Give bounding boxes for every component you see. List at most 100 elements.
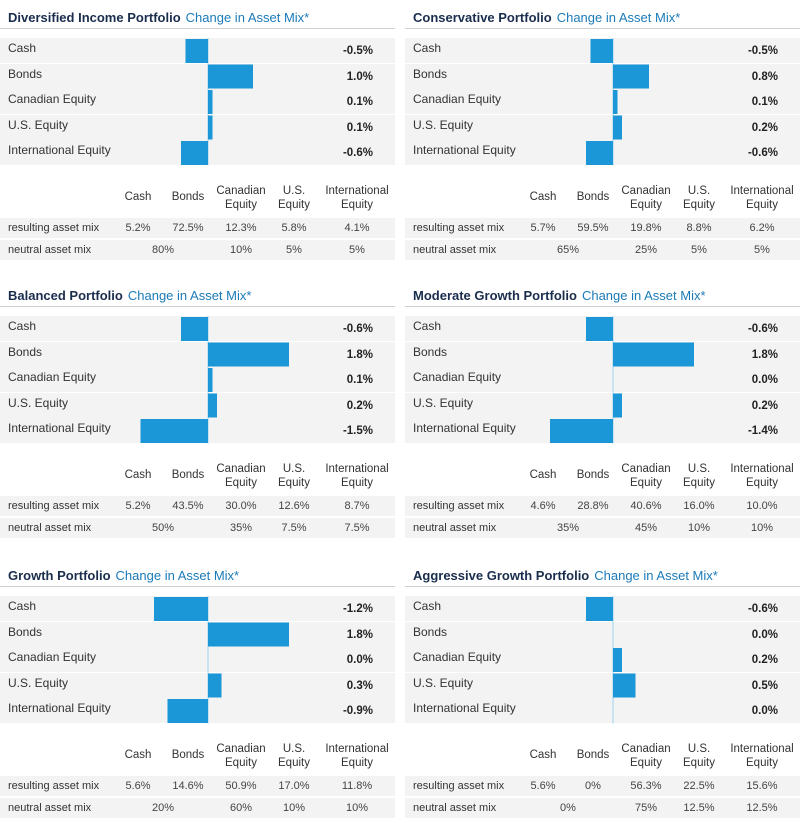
- table-cell: 12.5%: [746, 802, 778, 814]
- asset-mix-table: Cash Bonds Canadian Equity U.S. Equity Interna…: [0, 176, 395, 266]
- value-label: -0.9%: [342, 705, 373, 717]
- value-label: 1.0%: [346, 70, 373, 83]
- column-header-line: Canadian: [216, 743, 266, 755]
- table-cell: 0%: [585, 780, 601, 792]
- column-header: Cash: [529, 191, 557, 203]
- value-label: 0.2%: [346, 399, 373, 412]
- bar-u-s-equity: [613, 115, 622, 140]
- column-header: Canadian Equity: [196, 742, 286, 770]
- table-cell: 16.0%: [683, 500, 715, 512]
- row-label: resulting asset mix: [413, 222, 505, 234]
- column-header: Cash: [529, 749, 557, 761]
- table-cell: 5.6%: [125, 780, 151, 792]
- table-cell: 40.6%: [630, 500, 662, 512]
- bar-row: Bonds 0.0%: [405, 621, 800, 647]
- bar-cash: [590, 39, 613, 63]
- category-label: International Equity: [413, 143, 516, 157]
- asset-mix-table: Cash Bonds Canadian Equity U.S. Equity Interna…: [405, 734, 800, 824]
- panel-title: Diversified Income Portfolio Change in As…: [0, 10, 395, 29]
- value-label: 0.2%: [751, 654, 778, 666]
- bar-bonds: [208, 64, 253, 89]
- resulting-asset-mix-row: resulting asset mix 5.7% 59.5% 19.8% 8.8% 6.2…: [405, 218, 800, 238]
- bar-international-equity: [140, 419, 208, 443]
- bar-rows: Cash -0.5% Bonds 0.8% Canadian Equity 0.1% U.S…: [405, 38, 800, 168]
- category-label: Canadian Equity: [413, 92, 502, 106]
- resulting-asset-mix-row: resulting asset mix 5.6% 0% 56.3% 22.5% 15.6%: [405, 776, 800, 796]
- column-header: U.S. Equity: [249, 742, 339, 770]
- column-header: International Equity: [312, 184, 402, 212]
- column-header-line: Equity: [278, 477, 310, 489]
- bar-cash: [181, 317, 208, 341]
- column-header: Canadian Equity: [196, 184, 286, 212]
- value-label: 0.2%: [751, 121, 778, 134]
- bar-row: U.S. Equity 0.5%: [405, 672, 800, 698]
- portfolio-name: Growth Portfolio: [8, 568, 111, 583]
- value-label: 0.8%: [751, 70, 778, 83]
- table-cell: 5%: [349, 244, 365, 256]
- table-cell: 11.8%: [341, 780, 373, 792]
- neutral-asset-mix-row: neutral asset mix 65% 25% 5% 5%: [405, 240, 800, 260]
- category-label: Bonds: [8, 66, 43, 81]
- portfolio-panel: Growth Portfolio Change in Asset Mix* Cash…: [0, 558, 395, 826]
- value-label: -0.6%: [747, 147, 778, 159]
- bar-rows: Cash -1.2% Bonds 1.8% Canadian Equity 0.0% U.S…: [0, 596, 395, 726]
- bar-rows: Cash -0.6% Bonds 1.8% Canadian Equity 0.0% U.S…: [405, 316, 800, 446]
- chart-subtitle: Change in Asset Mix*: [581, 288, 706, 303]
- change-bar-chart: [586, 596, 636, 724]
- portfolio-panel: Diversified Income Portfolio Change in As…: [0, 0, 395, 268]
- resulting-asset-mix-row: resulting asset mix 5.2% 72.5% 12.3% 5.8% 4.1…: [0, 218, 395, 238]
- column-header-line: Equity: [630, 477, 662, 489]
- column-header-line: U.S.: [282, 463, 306, 475]
- bar-cash: [154, 597, 208, 621]
- bar-canadian-equity: [208, 90, 213, 114]
- column-header-line: U.S.: [282, 743, 306, 755]
- category-label: Canadian Equity: [413, 370, 502, 384]
- column-header-line: International: [325, 743, 389, 755]
- table-cell: 10%: [345, 802, 369, 814]
- column-header-line: Equity: [683, 199, 715, 211]
- table-cell: 10%: [750, 522, 774, 534]
- row-label: resulting asset mix: [8, 780, 100, 792]
- table-cell: 72.5%: [172, 222, 204, 234]
- table-cell: 17.0%: [278, 780, 310, 792]
- category-label: International Equity: [8, 421, 111, 435]
- bar-canadian-equity: [613, 648, 622, 672]
- column-header-line: U.S.: [687, 743, 711, 755]
- column-header: Canadian Equity: [601, 742, 691, 770]
- bar-row: Canadian Equity 0.0%: [405, 367, 800, 392]
- column-header: U.S. Equity: [249, 462, 339, 490]
- value-label: 0.0%: [751, 628, 778, 641]
- value-label: -0.5%: [342, 45, 373, 57]
- asset-mix-table: Cash Bonds Canadian Equity U.S. Equity Interna…: [405, 454, 800, 544]
- category-label: Canadian Equity: [8, 370, 97, 384]
- bar-u-s-equity: [613, 673, 636, 698]
- value-label: 0.1%: [346, 121, 373, 134]
- category-label: Bonds: [413, 66, 448, 81]
- row-label: resulting asset mix: [8, 222, 100, 234]
- column-header: Bonds: [171, 469, 205, 481]
- column-header: International Equity: [312, 742, 402, 770]
- row-label: neutral asset mix: [413, 802, 497, 814]
- value-label: -0.6%: [747, 323, 778, 335]
- value-label: 0.0%: [751, 374, 778, 386]
- resulting-asset-mix-row: resulting asset mix 4.6% 28.8% 40.6% 16.0% 10…: [405, 496, 800, 516]
- category-label: Cash: [413, 599, 442, 613]
- table-cell: 20%: [151, 802, 175, 814]
- panel-title: Moderate Growth Portfolio Change in Asset…: [405, 288, 800, 307]
- category-label: Cash: [8, 599, 37, 613]
- column-header-line: Canadian: [621, 185, 671, 197]
- bar-row: Canadian Equity 0.1%: [405, 89, 800, 114]
- column-header: Bonds: [576, 191, 610, 203]
- value-label: 0.0%: [751, 705, 778, 717]
- column-header-line: Equity: [683, 757, 715, 769]
- category-label: U.S. Equity: [413, 675, 474, 690]
- neutral-asset-mix-row: neutral asset mix 80% 10% 5% 5%: [0, 240, 395, 260]
- column-header: U.S. Equity: [654, 742, 744, 770]
- bar-international-equity: [167, 699, 208, 723]
- table-cell: 8.8%: [686, 222, 712, 234]
- category-label: Bonds: [413, 624, 448, 639]
- chart-subtitle: Change in Asset Mix*: [127, 288, 252, 303]
- table-cell: 12.3%: [225, 222, 257, 234]
- category-label: Bonds: [413, 344, 448, 359]
- table-cell: 6.2%: [749, 222, 775, 234]
